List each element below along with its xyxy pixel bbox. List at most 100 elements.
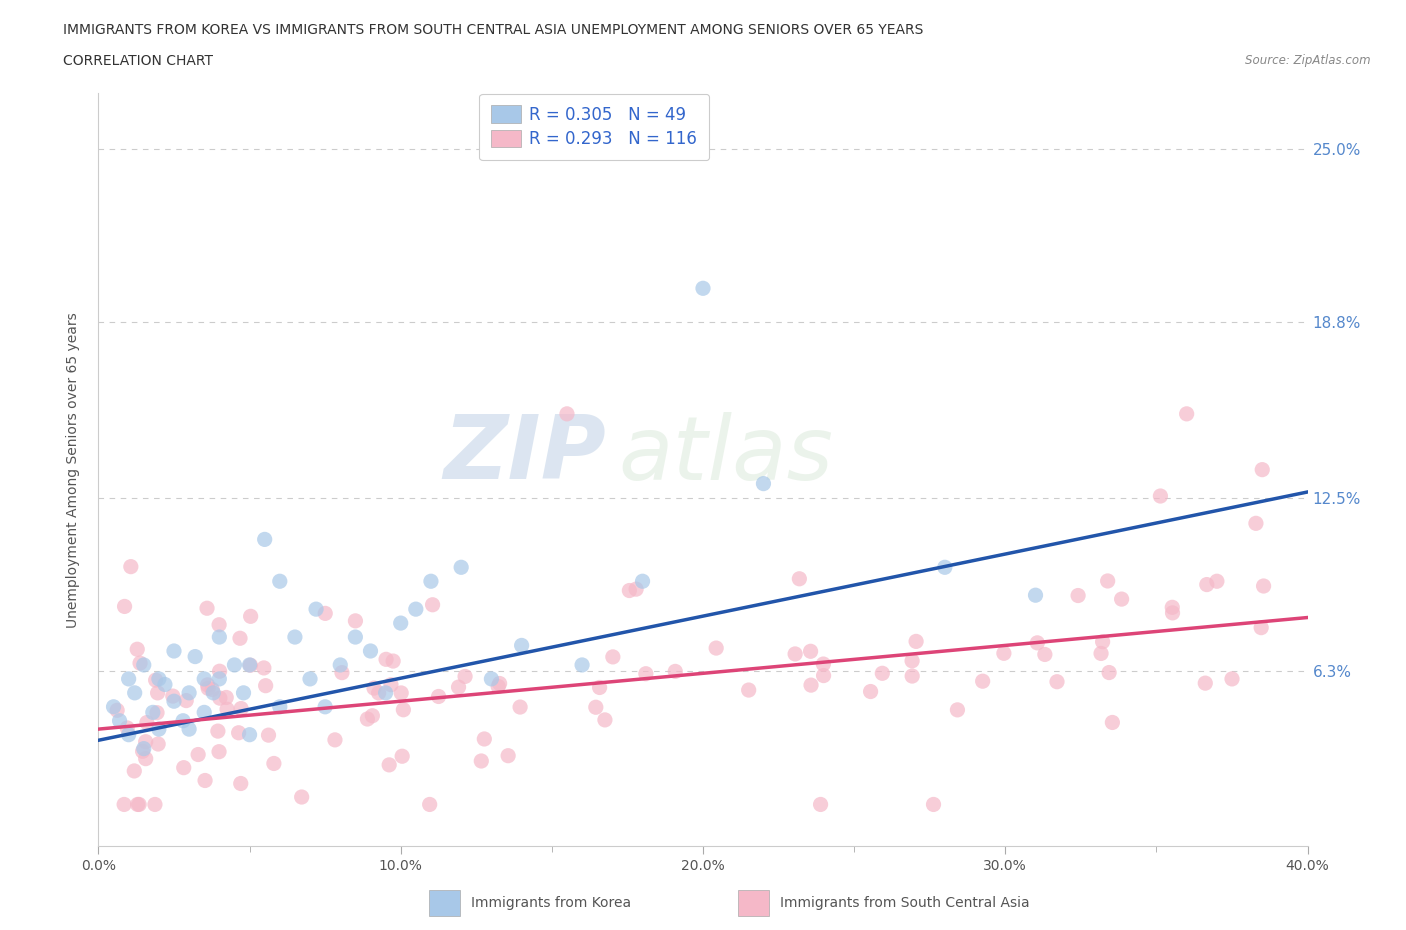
Point [208,671,231,686]
Point [901,669,924,684]
Text: Immigrants from Korea: Immigrants from Korea [471,896,631,910]
Point [813,668,835,683]
Point [509,699,531,714]
Text: Immigrants from South Central Asia: Immigrants from South Central Asia [780,896,1031,910]
Point [1090,646,1112,661]
Point [146,685,169,700]
Point [163,644,186,658]
Point [571,658,593,672]
Point [993,645,1015,660]
Point [142,705,165,720]
Point [972,673,994,688]
Text: atlas: atlas [619,412,834,498]
Point [124,764,146,778]
Point [800,678,823,693]
Point [602,649,624,664]
Point [163,694,186,709]
Point [120,559,142,574]
Point [704,641,727,656]
Point [447,680,470,695]
Point [197,677,219,692]
Point [1250,620,1272,635]
Point [239,609,262,624]
Point [207,724,229,738]
Point [859,684,882,699]
Point [187,747,209,762]
Point [901,654,924,669]
Point [103,699,125,714]
Point [314,606,336,621]
Point [555,406,578,421]
Point [135,735,157,750]
Point [129,656,152,671]
Point [789,571,811,586]
Point [420,574,443,589]
Point [143,797,166,812]
Point [1220,671,1243,686]
Point [470,753,492,768]
Point [634,666,657,681]
Point [135,715,157,730]
Point [593,712,616,727]
Point [422,597,444,612]
Point [194,773,217,788]
Point [392,702,415,717]
Point [208,664,231,679]
Point [1026,635,1049,650]
Point [146,737,169,751]
Point [269,699,291,714]
Point [269,574,291,589]
Point [197,681,219,696]
Point [124,685,146,700]
Point [624,581,647,596]
Point [1091,634,1114,649]
Point [314,699,336,714]
Point [356,711,378,726]
Point [1111,591,1133,606]
Point [382,654,405,669]
Point [585,699,607,714]
Point [450,560,472,575]
Point [201,682,224,697]
Point [179,685,201,700]
Point [344,614,367,629]
Point [375,652,398,667]
Point [195,601,218,616]
Point [291,790,314,804]
Point [427,689,450,704]
Point [946,702,969,717]
Point [389,616,412,631]
Point [1195,578,1218,592]
Point [329,658,352,672]
Point [145,672,167,687]
Point [263,756,285,771]
Point [127,797,149,812]
Point [1194,676,1216,691]
Point [299,671,322,686]
Point [323,733,346,748]
Point [472,732,495,747]
Point [737,683,759,698]
Point [239,727,262,742]
Point [389,685,412,700]
Point [481,671,503,686]
Text: Source: ZipAtlas.com: Source: ZipAtlas.com [1246,54,1371,67]
Point [228,725,250,740]
Point [229,631,252,645]
Point [232,685,254,700]
Point [1253,578,1275,593]
Point [305,602,328,617]
Legend: R = 0.305   N = 49, R = 0.293   N = 116: R = 0.305 N = 49, R = 0.293 N = 116 [479,94,709,160]
Point [330,665,353,680]
Point [174,693,197,708]
Point [380,677,402,692]
Point [813,657,835,671]
Point [360,644,382,658]
Point [128,797,150,812]
Point [374,685,396,700]
Point [405,602,427,617]
Point [486,679,509,694]
Point [1024,588,1046,603]
Point [496,749,519,764]
Point [162,688,184,703]
